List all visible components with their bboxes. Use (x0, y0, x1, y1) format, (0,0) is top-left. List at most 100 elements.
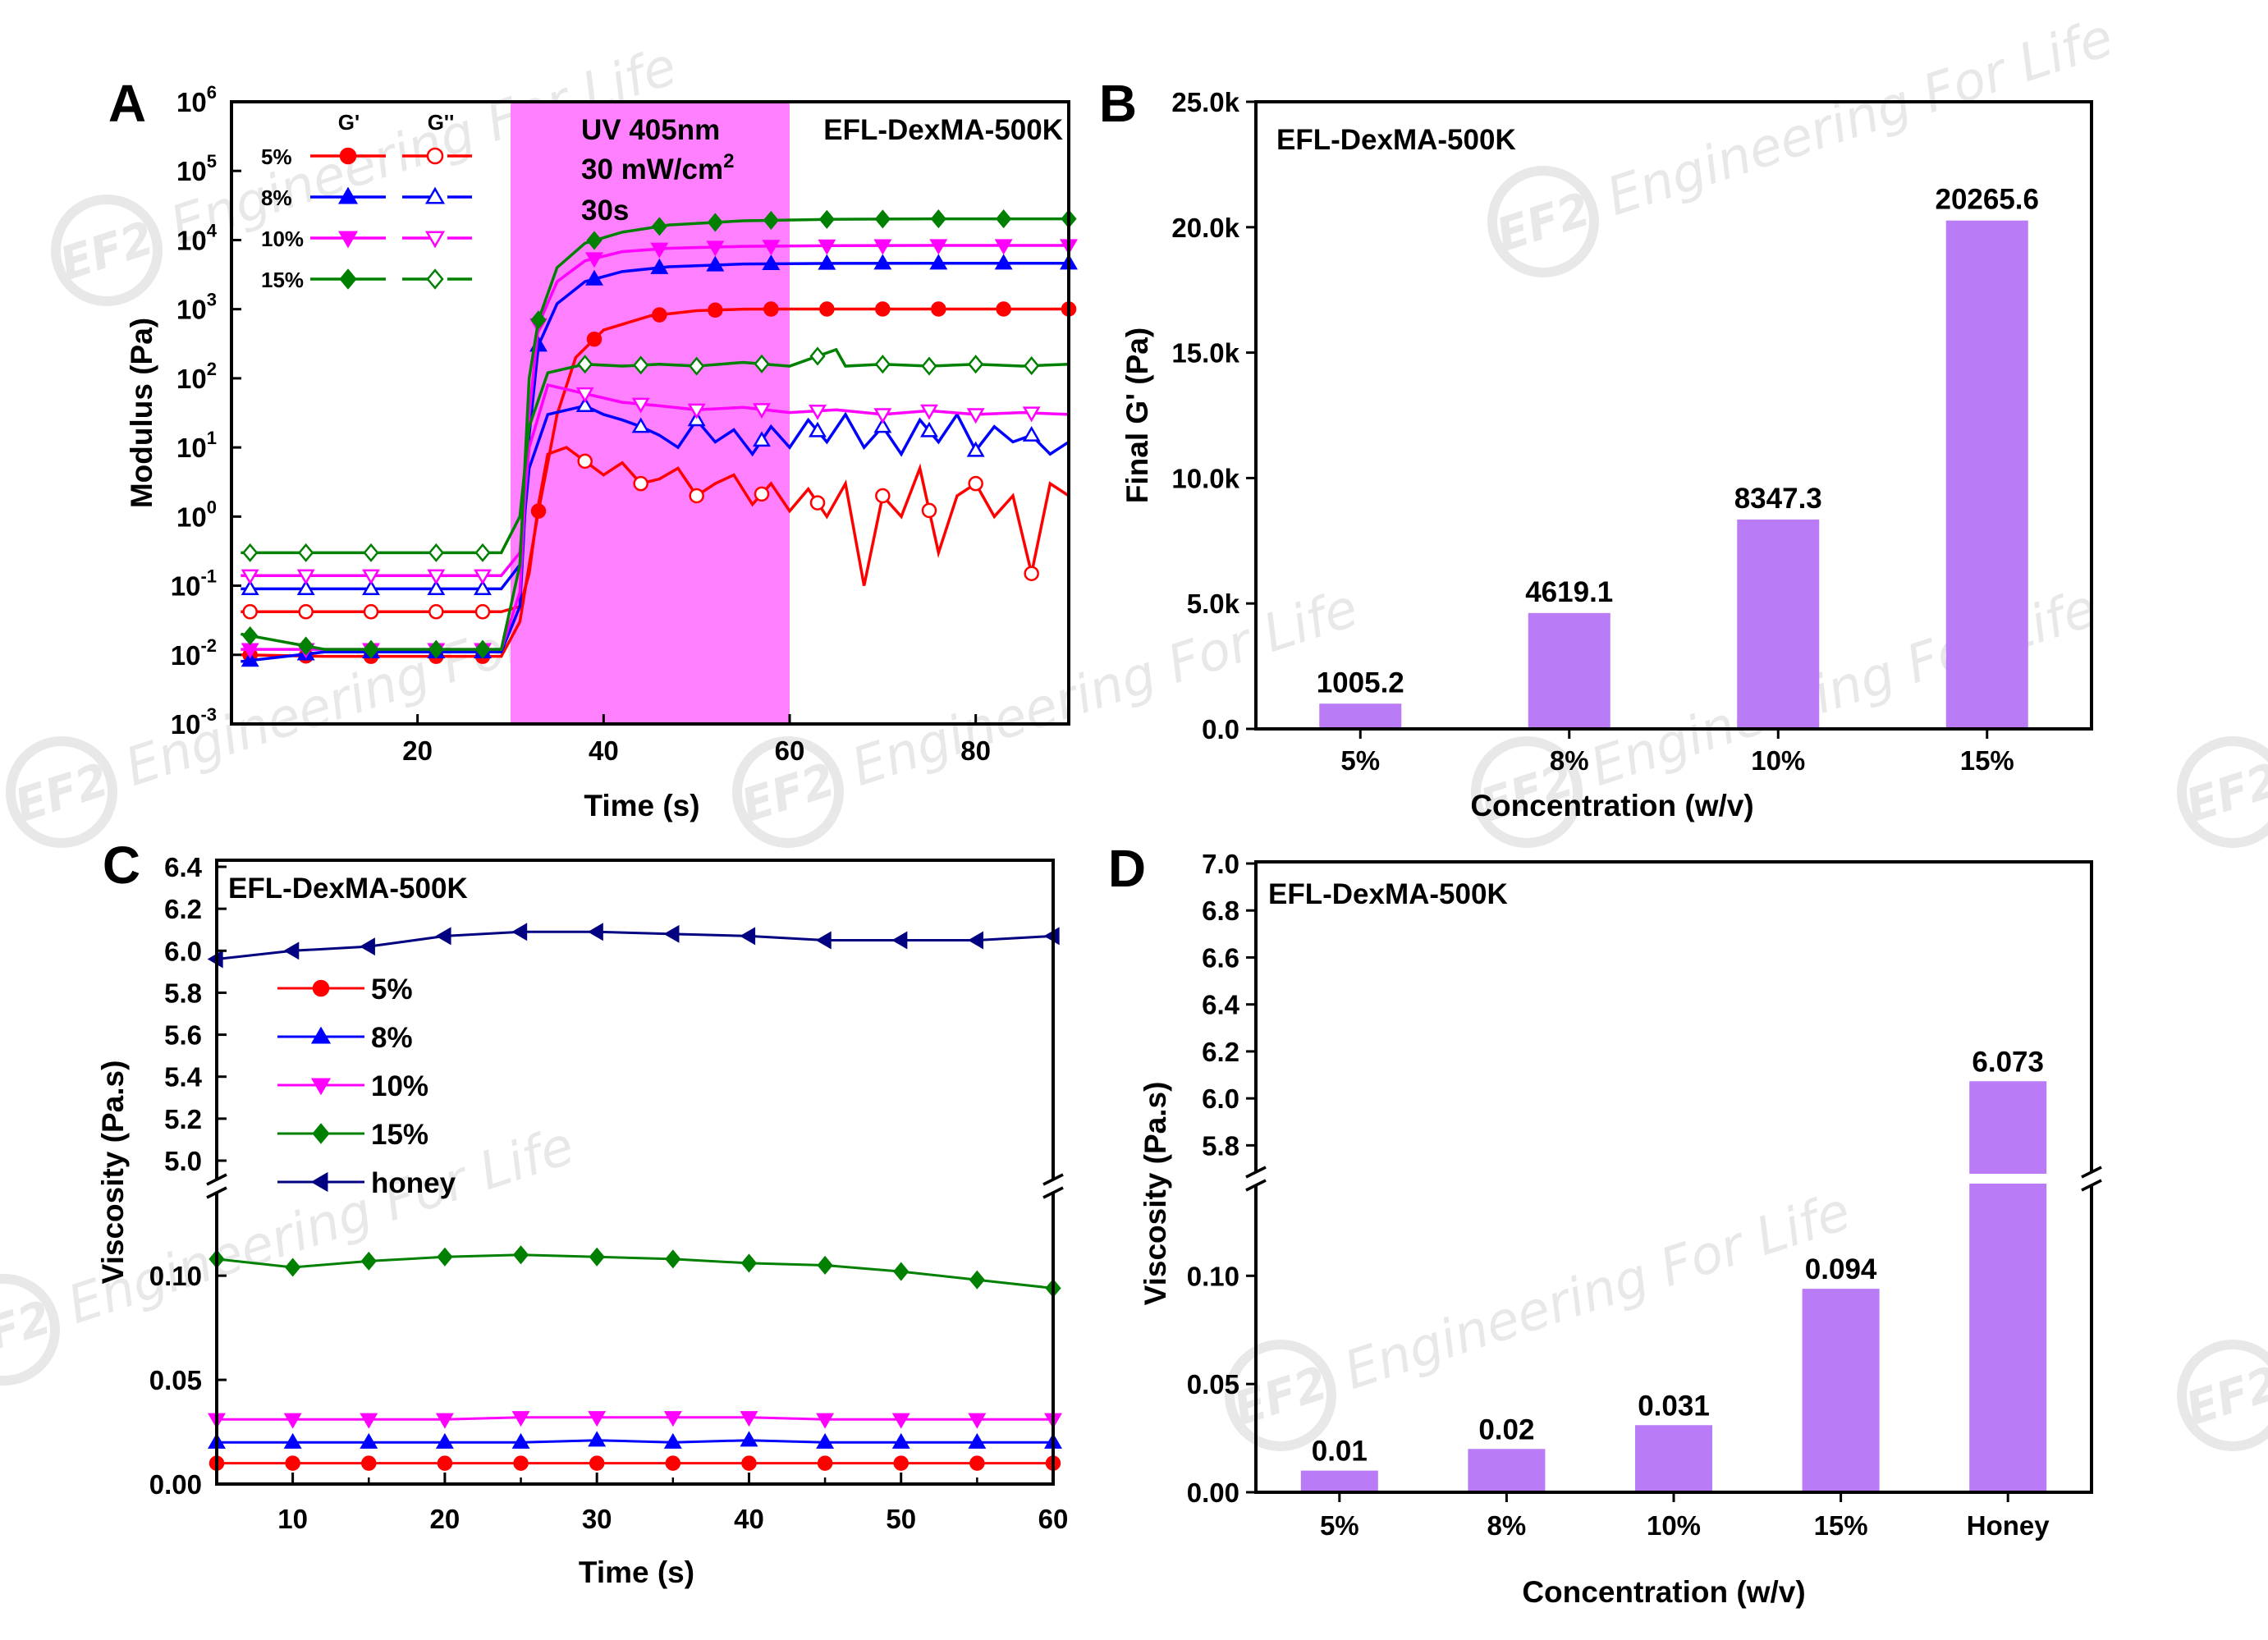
loss-marker (873, 417, 892, 433)
loss-marker (1024, 356, 1040, 376)
storage-marker (241, 651, 259, 667)
x-axis-title: Concentration (w/v) (1522, 1575, 1805, 1609)
storage-marker (818, 209, 835, 229)
data-point (283, 941, 300, 960)
bar (1300, 1470, 1378, 1492)
loss-marker (577, 453, 593, 470)
y-tick-exponent: 4 (207, 220, 218, 241)
plot-frame (230, 100, 1070, 726)
series-line (216, 930, 1054, 961)
series-line (216, 1253, 1054, 1290)
loss-marker (474, 604, 491, 620)
legend-marker-storage (339, 268, 357, 290)
uv-duration: 30s (581, 195, 629, 227)
loss-marker (242, 543, 259, 562)
legend-marker (310, 1078, 332, 1096)
loss-marker (966, 441, 985, 457)
x-tick-label: 15% (1814, 1510, 1868, 1541)
y-tick-label: 10-2 (171, 635, 217, 671)
storage-marker (651, 217, 667, 236)
loss-marker (753, 431, 771, 447)
y-tick-exponent: 5 (207, 151, 217, 172)
loss-marker (474, 579, 492, 596)
storage-marker (586, 331, 603, 347)
data-point (969, 1455, 985, 1471)
y-tick-base: 10 (176, 502, 207, 532)
y-axis-break-left (1243, 1166, 1269, 1192)
legend-label: 15% (371, 1119, 428, 1151)
axis-break-line (2081, 1166, 2102, 1179)
panel-title: EFL-DexMA-500K (823, 114, 1063, 146)
series-honey (207, 923, 1060, 969)
y-axis-break-right (1040, 1173, 1066, 1199)
legend-item: 10% (261, 227, 472, 251)
loss-marker (362, 569, 380, 585)
series-15% (241, 209, 1077, 659)
y-tick-exponent: 2 (207, 359, 217, 379)
y-tick-label: 10.0k (1171, 463, 1239, 493)
watermark-logo-ring (51, 195, 163, 306)
legend-item: 5% (277, 973, 413, 1006)
legend-label: honey (371, 1167, 456, 1199)
data-point (285, 1455, 300, 1471)
loss-marker (920, 404, 938, 420)
y-tick-label: 5.0 (164, 1146, 202, 1176)
legend-marker-loss (426, 147, 444, 165)
panel-title: EFL-DexMA-500K (228, 873, 468, 905)
watermark-logo-ring (2177, 736, 2268, 848)
y-tick-label: 0.0 (1202, 714, 1239, 744)
loss-marker (875, 488, 891, 504)
panel-label: D (1108, 839, 1146, 898)
loss-marker (575, 387, 594, 403)
legend-label: 5% (261, 144, 292, 169)
panel-d: 0.01 5% 0.02 8% 0.031 10% 0.094 15% 6.073 Honey 5.… (1108, 839, 2105, 1609)
legend-header-storage: G' (338, 110, 360, 135)
storage-marker (873, 239, 892, 255)
loss-marker (631, 417, 650, 433)
loss-marker (689, 356, 705, 376)
uv-power-sup: 2 (723, 150, 734, 172)
y-tick-base: 10 (171, 640, 201, 671)
x-tick-label: 30 (582, 1504, 612, 1534)
uv-power: 30 mW/cm2 (581, 150, 734, 186)
y-tick-base: 10 (176, 87, 207, 117)
loss-marker (809, 495, 826, 511)
data-point (968, 1432, 987, 1449)
loss-marker (1022, 425, 1041, 442)
bar-break-gap (1968, 1174, 2049, 1184)
data-point (511, 1411, 530, 1427)
y-tick-label: 10-3 (171, 704, 217, 740)
y-tick-label: 0.10 (1187, 1261, 1239, 1291)
panel-a: 20 40 60 8010-310-210-110010110210310410510… (108, 74, 1078, 822)
watermark-logo-ring (1471, 736, 1583, 848)
loss-modulus-line (241, 347, 1070, 555)
bar-value-label: 0.031 (1638, 1390, 1710, 1422)
series-5% (208, 1455, 1061, 1471)
y-tick-label: 20.0k (1171, 213, 1239, 243)
storage-marker (929, 239, 948, 255)
bar (1319, 703, 1402, 729)
data-point (663, 1411, 682, 1427)
data-point (435, 1432, 454, 1449)
y-tick-label: 5.4 (164, 1062, 203, 1093)
storage-marker (652, 307, 667, 323)
y-tick-label: 5.2 (164, 1104, 202, 1134)
x-tick-label: 10 (277, 1504, 308, 1534)
data-point (817, 1455, 833, 1471)
loss-marker (633, 355, 649, 375)
bar-value-label: 0.02 (1478, 1413, 1534, 1445)
loss-marker (298, 604, 314, 620)
panel-c: 10 20 30 40 50 60 5.0 5.2 5.4 5.6 5.8 6.0 6.2 6.4 0.00… (96, 836, 1068, 1589)
series-10% (208, 1411, 1062, 1429)
data-point (891, 1432, 910, 1449)
axis-break-line (1042, 1173, 1064, 1186)
data-point (589, 1247, 605, 1267)
loss-marker (966, 408, 985, 424)
axis-break-line (1245, 1179, 1267, 1192)
watermark-text: Engineering For Life (845, 578, 1365, 799)
loss-marker (242, 604, 258, 620)
data-point (665, 1249, 681, 1269)
loss-marker (920, 421, 938, 437)
